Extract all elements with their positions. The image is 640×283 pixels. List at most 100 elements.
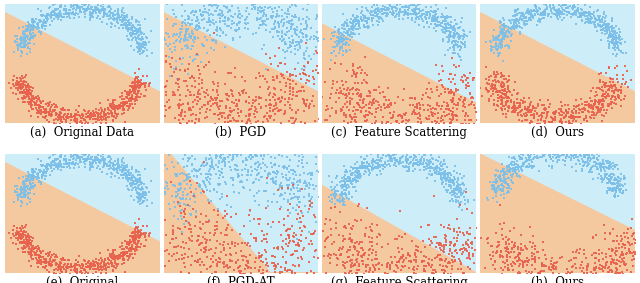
Point (250, 256, 260, 260)
Point (252, 147, 262, 152)
Point (351, 240, 362, 244)
Point (409, 161, 419, 166)
Point (437, 182, 447, 186)
Point (229, 144, 239, 149)
Point (46, 262, 56, 267)
Point (95, 110, 106, 115)
Point (412, 162, 422, 166)
Point (19, 229, 29, 234)
Point (187, 17, 197, 22)
Point (74, 4, 84, 8)
Point (176, 30, 186, 35)
Point (438, 173, 449, 177)
Point (548, 261, 559, 266)
Point (360, 24, 370, 29)
Point (372, 9, 383, 14)
Point (598, 257, 608, 261)
Point (340, 92, 351, 97)
Point (488, 180, 498, 184)
Point (366, 9, 376, 14)
Point (236, 126, 246, 130)
Point (351, 100, 362, 105)
Point (235, 121, 245, 126)
Point (458, 41, 468, 46)
Point (473, 92, 483, 97)
Point (177, 110, 187, 115)
Point (357, 5, 367, 10)
Point (277, 183, 287, 188)
Point (331, 111, 341, 115)
Point (99, 7, 109, 11)
Point (350, 240, 360, 245)
Point (254, 253, 264, 258)
Point (227, 109, 237, 113)
Point (609, 43, 619, 47)
Point (467, 246, 477, 250)
Point (13, 25, 24, 30)
Point (204, 247, 214, 252)
Point (129, 179, 139, 184)
Point (600, 169, 611, 173)
Point (216, 134, 227, 139)
Point (35, 254, 45, 259)
Point (578, 109, 588, 114)
Point (353, 175, 363, 179)
Point (539, 143, 549, 147)
Point (454, 33, 464, 37)
Point (21, 188, 31, 193)
Point (436, 106, 447, 111)
Point (493, 185, 503, 190)
Point (559, 16, 569, 21)
Point (20, 75, 30, 79)
Point (25, 47, 35, 51)
Point (513, 19, 524, 23)
Point (294, 89, 304, 94)
Point (29, 184, 40, 189)
Point (170, 92, 180, 97)
Point (378, 0, 388, 2)
Point (595, 262, 605, 267)
Point (297, 85, 307, 89)
Point (49, 268, 60, 272)
Point (182, 67, 193, 72)
Point (221, 23, 232, 28)
Point (424, 165, 434, 170)
Point (19, 90, 29, 95)
Point (116, 22, 126, 27)
Point (138, 41, 148, 46)
Point (439, 26, 449, 31)
Point (141, 203, 152, 208)
Point (175, 204, 185, 208)
Point (517, 107, 527, 112)
Point (255, 136, 266, 141)
Point (78, 113, 88, 118)
Point (33, 260, 43, 264)
Point (335, 210, 345, 215)
Point (399, 13, 409, 17)
Point (357, 165, 367, 170)
Point (440, 19, 450, 23)
Point (227, 19, 237, 23)
Point (33, 24, 43, 29)
Point (490, 188, 500, 193)
Point (89, 1, 99, 6)
Point (490, 168, 500, 173)
Point (542, 279, 552, 283)
Point (191, 95, 202, 99)
Point (40, 265, 50, 270)
Point (422, 123, 433, 128)
Point (460, 97, 470, 102)
Point (66, 115, 76, 119)
Point (538, 275, 548, 279)
Point (127, 245, 138, 250)
Point (132, 30, 142, 35)
Point (214, 161, 224, 166)
Point (164, 252, 174, 256)
Point (230, 98, 241, 102)
Point (195, 131, 205, 135)
Point (586, 106, 596, 111)
Point (589, 160, 599, 164)
Point (346, 172, 356, 177)
Point (116, 240, 127, 245)
Point (243, 117, 253, 122)
